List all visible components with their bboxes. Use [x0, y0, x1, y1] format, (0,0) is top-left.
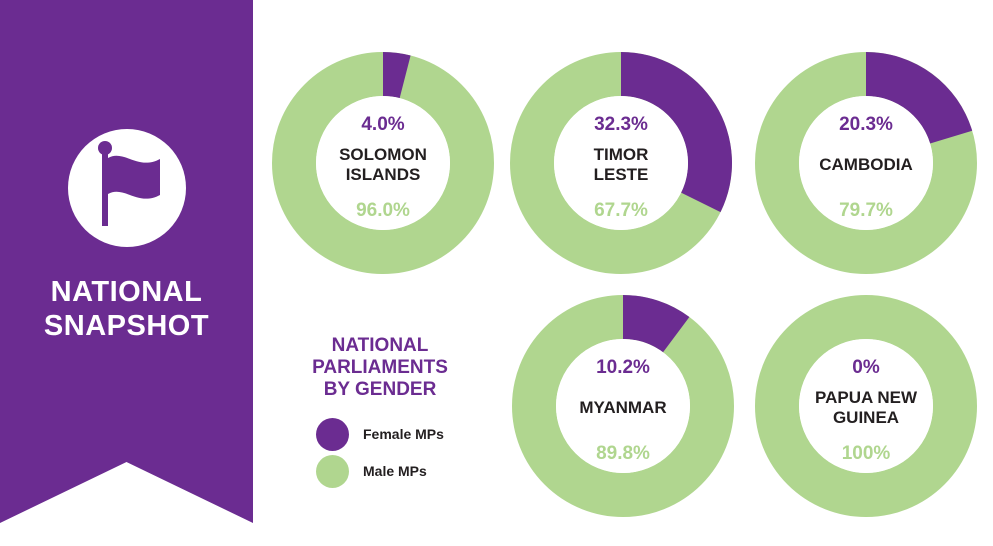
- slice-female: [621, 52, 732, 213]
- legend: NATIONAL PARLIAMENTS BY GENDER Female MP…: [290, 335, 480, 488]
- legend-swatch-male: [316, 454, 349, 488]
- male-percent-label: 96.0%: [356, 200, 410, 221]
- female-percent-label: 0%: [852, 357, 880, 378]
- donut-hole: [556, 339, 690, 473]
- legend-item-female: Female MPs: [316, 417, 444, 451]
- male-percent-label: 79.7%: [839, 200, 893, 221]
- legend-item-male: Male MPs: [316, 454, 427, 488]
- legend-title: NATIONAL PARLIAMENTS BY GENDER: [290, 335, 470, 401]
- banner: NATIONAL SNAPSHOT: [0, 0, 253, 541]
- country-label: ISLANDS: [346, 165, 421, 184]
- legend-label: Male MPs: [363, 463, 427, 479]
- banner-ribbon: [0, 0, 253, 523]
- donut-hole: [799, 339, 933, 473]
- country-label: PAPUA NEW: [815, 388, 918, 407]
- banner-title: NATIONAL SNAPSHOT: [10, 275, 243, 343]
- legend-swatch-female: [316, 417, 349, 451]
- donut-chart: 10.2% 89.8% MYANMAR: [512, 295, 734, 517]
- donut-hole: [799, 96, 933, 230]
- flag-icon: [68, 129, 186, 247]
- legend-label: Female MPs: [363, 426, 444, 442]
- country-label: MYANMAR: [579, 398, 666, 417]
- legend-title-line: BY GENDER: [323, 379, 437, 400]
- female-percent-label: 20.3%: [839, 114, 893, 135]
- female-percent-label: 10.2%: [596, 357, 650, 378]
- slice-female: [383, 52, 411, 99]
- donut-chart: 20.3% 79.7% CAMBODIA: [755, 52, 977, 274]
- slice-male: [755, 295, 977, 517]
- donut-hole: [316, 96, 450, 230]
- country-label: CAMBODIA: [819, 155, 913, 174]
- female-percent-label: 32.3%: [594, 114, 648, 135]
- banner-title-line: NATIONAL: [50, 276, 203, 308]
- slice-female: [623, 295, 690, 353]
- slice-female: [866, 52, 973, 144]
- country-label: LESTE: [594, 165, 649, 184]
- donut-hole: [554, 96, 688, 230]
- male-percent-label: 89.8%: [596, 443, 650, 464]
- country-label: TIMOR: [594, 145, 649, 164]
- country-label: SOLOMON: [339, 145, 427, 164]
- banner-title-line: SNAPSHOT: [43, 310, 210, 342]
- male-percent-label: 67.7%: [594, 200, 648, 221]
- male-percent-label: 100%: [842, 443, 891, 464]
- female-percent-label: 4.0%: [361, 114, 404, 135]
- country-label: GUINEA: [833, 408, 899, 427]
- legend-title-line: PARLIAMENTS: [312, 357, 448, 378]
- legend-title-line: NATIONAL: [331, 335, 429, 356]
